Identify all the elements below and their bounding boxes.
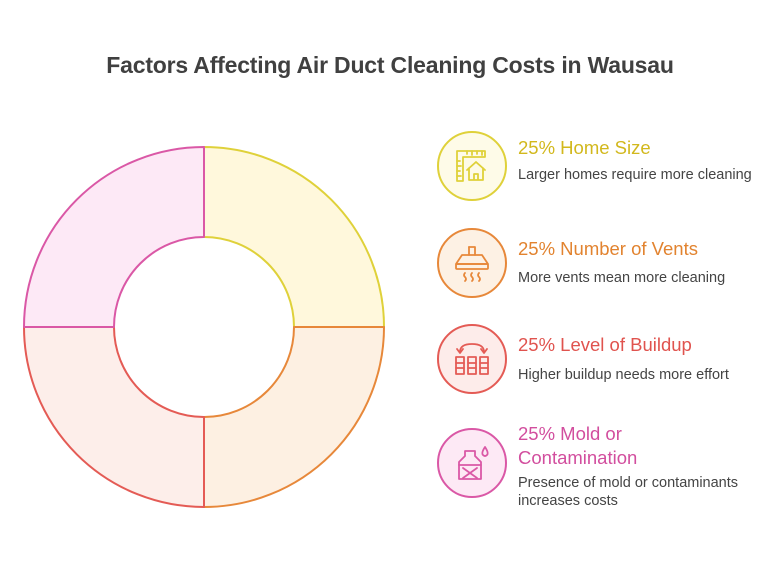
legend-description: Presence of mold or contaminants increas…	[518, 475, 739, 509]
home-size-icon-circle	[437, 131, 507, 201]
legend-heading: 25% Home Size	[518, 137, 651, 158]
donut-slice-number-of-vents	[203, 326, 385, 508]
legend-item-home-size: 25% Home Size Larger homes require more …	[436, 131, 780, 221]
house-ruler-icon	[456, 150, 486, 182]
donut-slice-home-size	[203, 146, 385, 328]
chart-title: Factors Affecting Air Duct Cleaning Cost…	[106, 52, 674, 78]
vents-icon-circle	[437, 228, 507, 298]
mold-icon-circle	[437, 428, 507, 498]
legend-description: Higher buildup needs more effort	[518, 367, 729, 383]
donut-slice-mold-or-contamination	[23, 146, 205, 328]
legend-heading: 25% Level of Buildup	[518, 334, 692, 355]
legend-heading: 25% Number of Vents	[518, 238, 698, 259]
contaminated-bottle-icon	[458, 446, 489, 480]
legend-item-mold-or-contamination: 25% Mold or Contamination Presence of mo…	[436, 423, 780, 515]
donut-slice-level-of-buildup	[23, 326, 205, 508]
legend-item-number-of-vents: 25% Number of Vents More vents mean more…	[436, 228, 780, 318]
legend-description: Larger homes require more cleaning	[518, 167, 752, 183]
legend-description: More vents mean more cleaning	[518, 270, 726, 286]
legend-heading: 25% Mold or Contamination	[518, 423, 638, 468]
buildup-rearrange-icon	[455, 343, 489, 375]
vent-hood-icon	[455, 246, 489, 282]
buildup-icon-circle	[437, 324, 507, 394]
legend-item-level-of-buildup: 25% Level of Buildup Higher buildup need…	[436, 324, 780, 414]
